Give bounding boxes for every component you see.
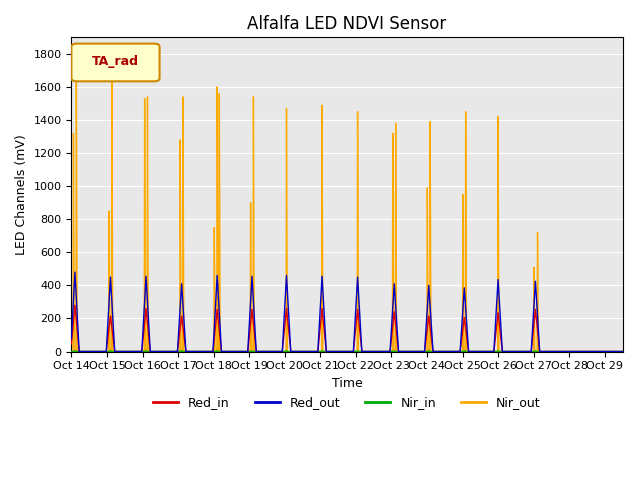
Y-axis label: LED Channels (mV): LED Channels (mV) [15,134,28,255]
Title: Alfalfa LED NDVI Sensor: Alfalfa LED NDVI Sensor [247,15,447,33]
FancyBboxPatch shape [72,44,159,81]
Legend: Red_in, Red_out, Nir_in, Nir_out: Red_in, Red_out, Nir_in, Nir_out [148,391,546,414]
X-axis label: Time: Time [332,377,362,390]
Text: TA_rad: TA_rad [92,55,139,68]
